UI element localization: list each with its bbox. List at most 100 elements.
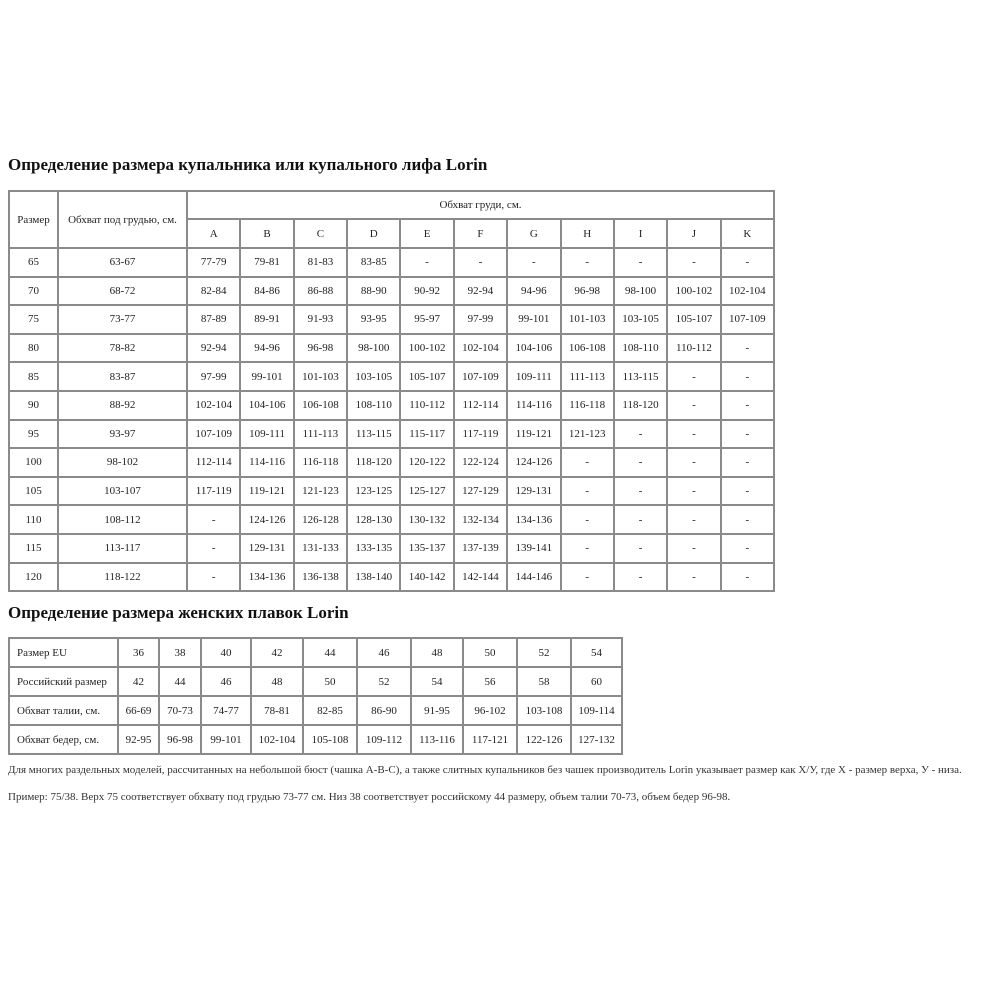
table-cell: 97-99 <box>452 304 509 335</box>
table-cell: 96-98 <box>158 724 202 755</box>
table-cell: 54 <box>410 666 464 697</box>
table-cell: - <box>666 447 722 478</box>
table-cell: 129-131 <box>239 532 295 564</box>
table-cell: 36 <box>117 637 160 668</box>
table-cell: 122-124 <box>452 447 509 478</box>
header-cup-a: A <box>185 218 242 249</box>
table-cell: 104-106 <box>239 389 295 421</box>
table-cell: 99-101 <box>506 304 562 335</box>
table-cell: 48 <box>410 637 464 668</box>
table-cell: 42 <box>250 637 304 668</box>
table-cell: 92-95 <box>117 724 160 755</box>
table-cell: 84-86 <box>239 275 295 307</box>
table-cell: 103-105 <box>346 361 402 392</box>
table-row: 65 63-67 77-79 79-81 81-83 83-85- - - - - - - <box>8 247 776 278</box>
table-cell: - <box>666 361 722 392</box>
table-cell: 99-101 <box>239 361 295 392</box>
table-cell: 86-90 <box>356 695 412 726</box>
table-row: 85 83-87 97-99 99-101 101-103 103-105 105-107 1… <box>8 361 776 392</box>
header-bust: Обхват груди, см. <box>186 190 775 220</box>
header-cup-e: E <box>399 218 455 249</box>
table-cell: 102-104 <box>719 275 776 307</box>
table-cell: - <box>612 532 669 564</box>
table-row: Обхват бедер, см. 92-95 96-98 99-101 102-104… <box>8 724 623 755</box>
table-cell: 105-108 <box>302 724 358 755</box>
table-cell: 102-104 <box>452 332 509 364</box>
table-cell: 103-105 <box>612 304 669 335</box>
table-cell: - <box>506 247 562 278</box>
table-cell: - <box>666 475 722 507</box>
table-cell: 144-146 <box>506 561 562 593</box>
table-cell: - <box>612 247 669 278</box>
table-cell: 63-67 <box>57 247 188 278</box>
table-cell: 94-96 <box>506 275 562 307</box>
table-cell: 50 <box>462 637 518 668</box>
table-cell: 42 <box>117 666 160 697</box>
table-cell: - <box>719 361 776 392</box>
table-cell: - <box>612 561 669 593</box>
table-cell: 118-120 <box>612 389 669 421</box>
briefs-size-title: Определение размера женских плавок Lorin <box>8 603 349 622</box>
table-cell: 112-114 <box>452 389 509 421</box>
row-label: Обхват талии, см. <box>8 695 119 726</box>
table-cell: 124-126 <box>506 447 562 478</box>
table-cell: 127-129 <box>452 475 509 507</box>
table-cell: 96-98 <box>559 275 615 307</box>
table-cell: 111-113 <box>292 418 349 450</box>
table-cell: 87-89 <box>185 304 242 335</box>
table-cell: 80 <box>8 332 59 364</box>
table-row: 90 88-92 102-104 104-106 106-108 108-110 110-1… <box>8 389 776 421</box>
table-cell: 142-144 <box>452 561 509 593</box>
table-row: 115 113-117-129-131 131-133 133-135 135-137 1… <box>8 532 776 564</box>
table-cell: 113-116 <box>410 724 464 755</box>
table-cell: 116-118 <box>292 447 349 478</box>
table-cell: - <box>185 561 242 593</box>
table-cell: 98-102 <box>57 447 188 478</box>
table-cell: 129-131 <box>506 475 562 507</box>
table-cell: 100 <box>8 447 59 478</box>
table-cell: 96-98 <box>292 332 349 364</box>
table-cell: 111-113 <box>559 361 615 392</box>
table-cell: 105 <box>8 475 59 507</box>
table-row: 75 73-77 87-89 89-91 91-93 93-95 95-97 97-99 99-… <box>8 304 776 335</box>
table-cell: 106-108 <box>559 332 615 364</box>
table-cell: - <box>719 504 776 535</box>
table-row: Российский размер 42 44 46 48 50 52 54 56 58 60 <box>8 666 623 697</box>
table-cell: - <box>666 504 722 535</box>
table-row: Размер EU 36 38 40 42 44 46 48 50 52 54 <box>8 637 623 668</box>
table-cell: - <box>719 418 776 450</box>
table-cell: 108-110 <box>612 332 669 364</box>
table-cell: 127-132 <box>570 724 623 755</box>
table-cell: 112-114 <box>185 447 242 478</box>
table-cell: 89-91 <box>239 304 295 335</box>
table-row: 95 93-97 107-109 109-111 111-113 113-115 115-1… <box>8 418 776 450</box>
table-cell: 52 <box>516 637 572 668</box>
table-cell: - <box>666 418 722 450</box>
table-cell: - <box>185 504 242 535</box>
table-cell: 79-81 <box>239 247 295 278</box>
table-cell: 88-92 <box>57 389 188 421</box>
header-size: Размер <box>8 190 59 249</box>
table-cell: 46 <box>200 666 252 697</box>
table-cell: 93-97 <box>57 418 188 450</box>
table-cell: - <box>719 389 776 421</box>
table-cell: 70-73 <box>158 695 202 726</box>
table-cell: - <box>452 247 509 278</box>
row-label: Обхват бедер, см. <box>8 724 119 755</box>
table-cell: 116-118 <box>559 389 615 421</box>
note-example: Пример: 75/38. Верх 75 соответствует обх… <box>8 791 731 803</box>
table-cell: 54 <box>570 637 623 668</box>
table-cell: 118-120 <box>346 447 402 478</box>
table-cell: 83-87 <box>57 361 188 392</box>
table-cell: 88-90 <box>346 275 402 307</box>
table-cell: 70 <box>8 275 59 307</box>
table-cell: 85 <box>8 361 59 392</box>
table-cell: 102-104 <box>185 389 242 421</box>
table-cell: 99-101 <box>200 724 252 755</box>
table-cell: 118-122 <box>57 561 188 593</box>
table-cell: 122-126 <box>516 724 572 755</box>
table-cell: 124-126 <box>239 504 295 535</box>
table-cell: 78-82 <box>57 332 188 364</box>
table-row: 80 78-82 92-94 94-96 96-98 98-100 100-102 102-1… <box>8 332 776 364</box>
table-cell: - <box>612 418 669 450</box>
